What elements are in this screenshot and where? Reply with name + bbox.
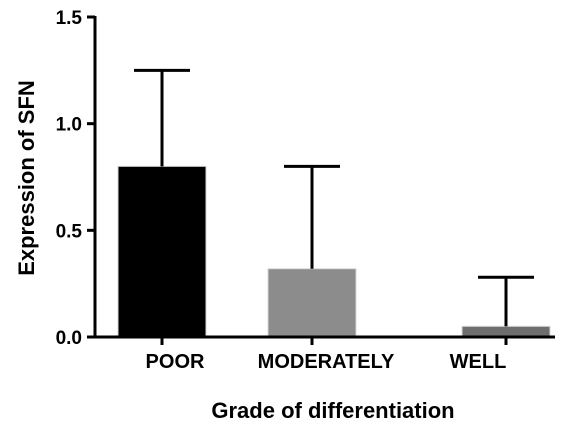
y-tick-label: 1.5	[56, 8, 83, 29]
bar-moderately	[267, 268, 357, 338]
bar-poor	[117, 165, 207, 338]
x-tick-label: POOR	[146, 351, 205, 373]
y-tick-label: 1.0	[56, 115, 82, 136]
bars	[117, 165, 551, 338]
x-axis: POOR MODERATELY WELL	[94, 335, 555, 373]
x-axis-title: Grade of differentiation	[211, 398, 454, 423]
y-axis-title: Expression of SFN	[14, 80, 39, 276]
y-axis: 0.0 0.5 1.0 1.5	[56, 8, 97, 349]
bar-well	[461, 325, 551, 338]
x-tick-label: MODERATELY	[258, 351, 395, 373]
error-bars	[134, 68, 534, 327]
y-tick-label: 0.5	[56, 221, 83, 242]
y-tick-label: 0.0	[56, 328, 82, 349]
x-tick-label: WELL	[450, 351, 507, 373]
